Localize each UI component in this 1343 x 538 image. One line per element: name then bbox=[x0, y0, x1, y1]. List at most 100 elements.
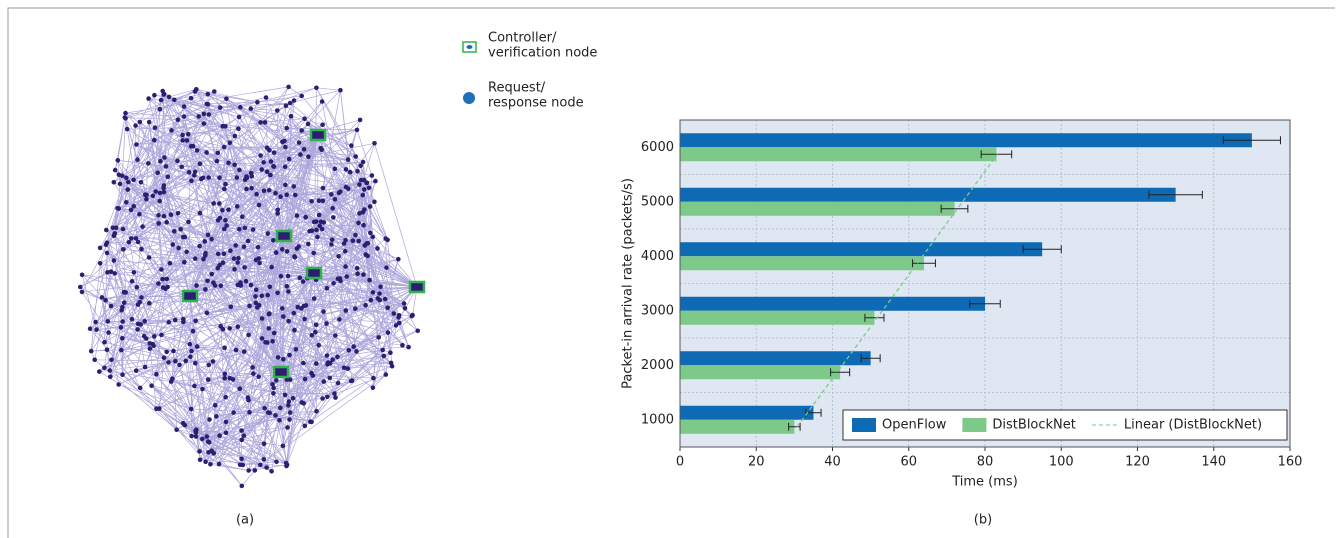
node bbox=[186, 170, 192, 175]
y-tick-label: 1000 bbox=[641, 412, 674, 427]
node bbox=[271, 330, 277, 336]
bar bbox=[680, 296, 985, 311]
node bbox=[79, 289, 85, 295]
node bbox=[338, 278, 343, 284]
node bbox=[147, 300, 152, 306]
node bbox=[361, 272, 366, 277]
bar bbox=[680, 405, 814, 420]
node bbox=[192, 173, 197, 178]
node bbox=[318, 145, 324, 151]
node bbox=[343, 167, 349, 172]
node bbox=[115, 205, 120, 211]
node bbox=[203, 287, 208, 292]
x-tick-label: 100 bbox=[1049, 455, 1074, 470]
node bbox=[237, 386, 243, 392]
node bbox=[235, 324, 241, 330]
node bbox=[214, 414, 219, 419]
node bbox=[192, 256, 198, 261]
node bbox=[156, 212, 161, 218]
node bbox=[284, 125, 290, 131]
node bbox=[144, 196, 149, 202]
node bbox=[266, 187, 272, 193]
node bbox=[182, 234, 188, 240]
node bbox=[186, 132, 191, 137]
node bbox=[256, 303, 262, 308]
node bbox=[205, 278, 210, 284]
bar bbox=[680, 419, 795, 434]
node bbox=[147, 346, 153, 351]
node bbox=[270, 382, 275, 387]
node bbox=[182, 259, 187, 265]
node bbox=[355, 271, 360, 277]
node bbox=[306, 154, 311, 159]
node bbox=[119, 307, 124, 313]
node bbox=[237, 226, 242, 232]
node bbox=[87, 326, 93, 332]
node bbox=[171, 348, 176, 354]
node bbox=[204, 310, 210, 316]
node bbox=[175, 117, 181, 122]
node bbox=[124, 175, 129, 181]
node bbox=[152, 125, 158, 130]
node bbox=[232, 266, 237, 272]
node bbox=[273, 190, 278, 196]
x-tick-label: 80 bbox=[977, 455, 994, 470]
node bbox=[267, 410, 273, 416]
node bbox=[209, 236, 214, 242]
node bbox=[263, 95, 269, 100]
node bbox=[284, 249, 290, 254]
node bbox=[129, 236, 134, 241]
node bbox=[332, 391, 337, 396]
node bbox=[97, 261, 103, 266]
node bbox=[138, 322, 143, 327]
node bbox=[256, 202, 262, 208]
node bbox=[126, 240, 132, 245]
node bbox=[270, 339, 275, 344]
node bbox=[236, 114, 242, 120]
error-bar bbox=[1222, 136, 1281, 145]
error-bar bbox=[788, 422, 801, 431]
node bbox=[112, 167, 118, 173]
node bbox=[375, 246, 380, 251]
x-tick-label: 160 bbox=[1278, 455, 1303, 470]
node bbox=[377, 297, 383, 303]
node bbox=[302, 376, 308, 382]
node bbox=[124, 126, 130, 132]
node bbox=[230, 377, 236, 382]
x-axis-label: Time (ms) bbox=[951, 475, 1018, 490]
node bbox=[161, 189, 167, 195]
node bbox=[205, 91, 211, 97]
node bbox=[176, 245, 181, 251]
node bbox=[253, 257, 259, 263]
node bbox=[286, 289, 291, 294]
node bbox=[301, 401, 306, 406]
node bbox=[120, 319, 125, 324]
node bbox=[296, 140, 302, 145]
node bbox=[330, 206, 336, 211]
node bbox=[345, 366, 351, 371]
node bbox=[248, 282, 254, 288]
node bbox=[324, 353, 330, 358]
node bbox=[188, 406, 194, 412]
node bbox=[283, 144, 288, 150]
y-axis-label: Packet-in arrival rate (packets/s) bbox=[621, 178, 636, 389]
node bbox=[131, 204, 137, 209]
node bbox=[267, 148, 272, 153]
legend-label: Controller/ bbox=[488, 31, 557, 46]
node bbox=[79, 272, 85, 278]
node bbox=[222, 375, 227, 381]
node bbox=[254, 191, 259, 197]
node bbox=[149, 383, 154, 389]
x-tick-label: 60 bbox=[900, 455, 917, 470]
node bbox=[297, 275, 303, 281]
node bbox=[291, 98, 297, 103]
node bbox=[286, 399, 292, 404]
node bbox=[264, 465, 269, 470]
node bbox=[353, 154, 359, 159]
node bbox=[285, 273, 291, 279]
node bbox=[275, 207, 281, 213]
node bbox=[325, 394, 330, 400]
node bbox=[116, 172, 122, 177]
node bbox=[220, 208, 225, 213]
node bbox=[165, 284, 170, 290]
